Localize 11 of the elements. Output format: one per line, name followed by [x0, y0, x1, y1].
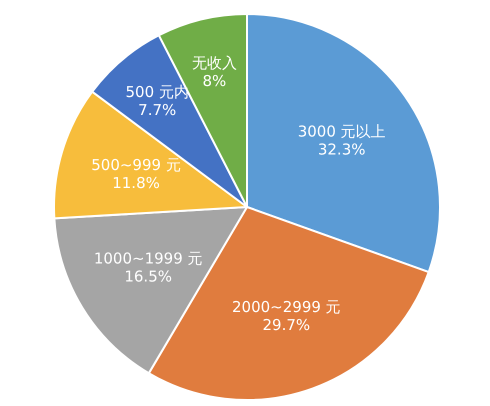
data-label: 16.5% [124, 267, 172, 286]
data-label: 7.7% [138, 100, 176, 119]
slice-label: 500~999 元 [91, 156, 181, 174]
data-label: 29.7% [262, 316, 310, 334]
slice-label: 2000~2999 元 [232, 298, 341, 316]
slice-label: 1000~1999 元 [94, 249, 203, 268]
data-label: 32.3% [318, 140, 366, 158]
data-label: 11.8% [112, 174, 160, 192]
slice-label: 3000 元以上 [298, 122, 386, 140]
data-label: 8% [202, 72, 226, 90]
slice-label: 无收入 [192, 54, 237, 72]
